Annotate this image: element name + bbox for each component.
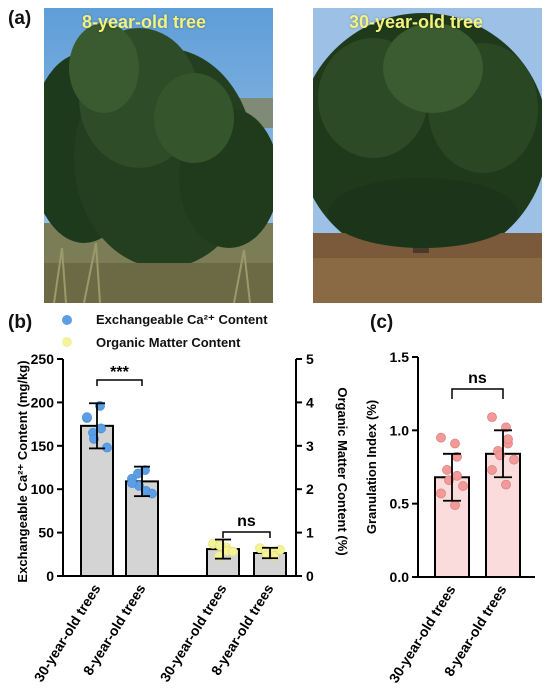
y-tick-label-left: 0 xyxy=(46,568,54,584)
y-tick-label-left: 50 xyxy=(38,525,54,541)
data-point-c xyxy=(442,465,452,475)
legend: Exchangeable Ca²⁺ Content Organic Matter… xyxy=(62,309,268,353)
data-point-c xyxy=(503,434,513,445)
y-tick-label-left: 250 xyxy=(31,351,55,367)
tree-image-right xyxy=(313,8,542,303)
y-tick-label-c: 0.5 xyxy=(390,496,410,512)
data-point-c xyxy=(450,500,460,511)
y-tick-label-right: 2 xyxy=(306,481,314,497)
photo-30-year-old-tree: 30-year-old tree xyxy=(313,8,542,303)
data-point-c xyxy=(458,481,468,491)
photo-label-right: 30-year-old tree xyxy=(349,12,484,32)
y-tick-label-right: 1 xyxy=(306,525,314,541)
significance-bracket-c xyxy=(451,388,504,399)
data-point-c xyxy=(436,488,446,499)
significance-label: *** xyxy=(110,364,129,381)
y-tick-label-left: 100 xyxy=(31,481,55,497)
y-tick-label-c: 1.0 xyxy=(390,422,410,438)
panel-c-label: (c) xyxy=(370,312,394,333)
y-tick-label-right: 0 xyxy=(306,568,314,584)
y-tick-label-left: 150 xyxy=(31,438,55,454)
photo-8-year-old-tree: 8-year-old tree xyxy=(44,8,273,303)
y-tick-label-left: 200 xyxy=(31,394,55,410)
data-point-c xyxy=(487,465,497,475)
significance-bracket xyxy=(222,531,271,538)
significance-bracket xyxy=(96,379,143,386)
data-point xyxy=(127,478,137,489)
y-axis-title-c: Granulation Index (%) xyxy=(364,400,379,534)
y-axis-title-left: Exchangeable Ca²⁺ Content (mg/kg) xyxy=(15,360,30,582)
y-axis-title-right: Organic Matter Content (%) xyxy=(335,387,350,555)
legend-item-calcium: Exchangeable Ca²⁺ Content xyxy=(62,309,268,331)
y-tick-label-right: 3 xyxy=(306,438,314,454)
legend-dot-calcium xyxy=(62,315,72,325)
y-tick-label-right: 5 xyxy=(306,351,314,367)
tree-image-left xyxy=(44,8,273,303)
y-tick-label-c: 1.5 xyxy=(390,349,410,365)
data-point-c xyxy=(452,470,462,481)
data-point-c xyxy=(509,454,519,465)
data-point-c xyxy=(487,412,497,423)
data-point-c xyxy=(450,438,460,449)
legend-item-organic-matter: Organic Matter Content xyxy=(62,331,268,353)
panel-a-label: (a) xyxy=(8,8,32,29)
legend-label-organic-matter: Organic Matter Content xyxy=(96,334,241,350)
data-point xyxy=(228,546,238,557)
significance-label-c: ns xyxy=(468,370,487,387)
data-point xyxy=(275,545,285,555)
data-point-c xyxy=(501,479,511,490)
data-point xyxy=(82,412,92,423)
photo-label-left: 8-year-old tree xyxy=(82,12,207,32)
data-point-c xyxy=(436,432,446,443)
y-tick-label-right: 4 xyxy=(306,394,314,410)
y-tick-label-c: 0.0 xyxy=(390,569,410,585)
significance-label: ns xyxy=(237,513,256,530)
panel-b-label: (b) xyxy=(8,312,33,333)
legend-dot-organic-matter xyxy=(62,337,72,347)
legend-label-calcium: Exchangeable Ca²⁺ Content xyxy=(96,312,268,327)
